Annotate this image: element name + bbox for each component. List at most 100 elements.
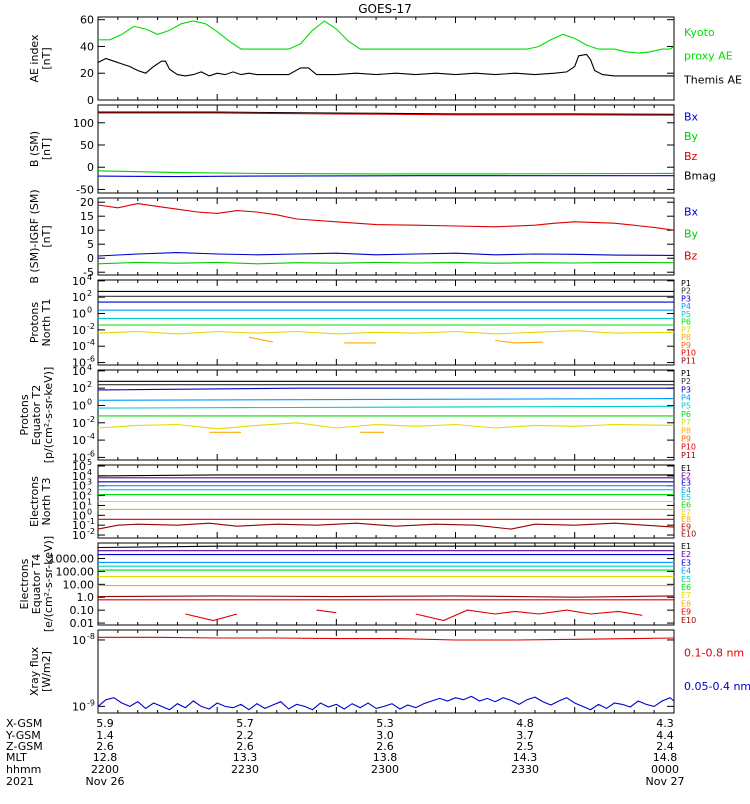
legend-entry: P6	[681, 410, 691, 419]
ephemeris-value: 13.3	[233, 751, 258, 764]
y-axis-label: [W/m2]	[40, 651, 53, 692]
legend-entry: P5	[681, 310, 691, 319]
legend-entry: P3	[681, 294, 691, 303]
series-line	[415, 609, 643, 622]
ephemeris-row-label: 2021	[6, 775, 34, 788]
y-tick-label: 10	[72, 324, 86, 337]
legend-entry: P8	[681, 426, 691, 435]
panel-bsm: -50 0 50 100 B (SM) [nT] Bx By Bz Bmag	[28, 104, 716, 196]
y-tick-label: 10	[72, 480, 86, 493]
series-line	[97, 522, 675, 530]
legend-entry: P9	[681, 434, 691, 443]
legend-entry: P10	[681, 349, 696, 358]
legend-entry: Bx	[684, 206, 699, 219]
y-tick-exponent: 4	[87, 273, 92, 282]
y-tick-exponent: 0	[87, 397, 92, 406]
ephemeris-value: 1.4	[96, 729, 114, 742]
y-tick-exponent: -6	[87, 355, 95, 364]
series-line	[316, 609, 337, 614]
legend-entry: P7	[681, 325, 691, 334]
legend-entry: E1	[681, 542, 691, 551]
legend-entry: E2	[681, 471, 691, 480]
legend-entry: P11	[681, 451, 696, 460]
y-axis-label: Protons	[28, 302, 41, 343]
y-tick-label: 10	[72, 519, 86, 532]
y-tick-label: 10	[72, 340, 86, 353]
y-tick-label: 10	[72, 365, 86, 378]
legend-entry: P5	[681, 402, 691, 411]
legend-entry: E6	[681, 583, 691, 592]
legend-entry: E1	[681, 464, 691, 473]
ephemeris-value: 3.0	[376, 729, 394, 742]
legend-entry: proxy AE	[684, 50, 733, 63]
legend-entry: P2	[681, 287, 691, 296]
ephemeris-value: 5.7	[236, 717, 254, 730]
ephemeris-value: 2.6	[96, 740, 114, 753]
y-tick-label: 10	[72, 451, 86, 464]
y-tick-exponent: -2	[87, 322, 95, 331]
y-tick-exponent: 4	[87, 363, 92, 372]
series-line	[97, 252, 675, 257]
y-axis-label: B (SM)-IGRF (SM)	[28, 189, 41, 283]
legend-entry: E8	[681, 515, 691, 524]
y-axis-label: AE index	[28, 34, 41, 83]
y-tick-label: 10	[72, 509, 86, 522]
y-tick-label: 10	[72, 499, 86, 512]
panel-frame	[97, 369, 675, 461]
legend-entry: P9	[681, 341, 691, 350]
y-tick-label: 10	[72, 291, 86, 304]
legend-entry: P4	[681, 302, 691, 311]
y-tick-label: 5	[87, 238, 94, 251]
y-tick-label: 10	[72, 399, 86, 412]
y-tick-label: 10	[72, 434, 86, 447]
panel-frame	[97, 104, 675, 194]
series-line	[97, 422, 675, 430]
legend-entry: E3	[681, 479, 691, 488]
y-tick-label: 10	[72, 382, 86, 395]
series-line	[97, 595, 675, 598]
y-tick-exponent: -4	[87, 432, 95, 441]
ephemeris-value: 2.4	[656, 740, 674, 753]
y-tick-label: 10	[72, 308, 86, 321]
legend-entry: P1	[681, 369, 691, 378]
panel-frame	[97, 197, 675, 276]
legend-entry: E4	[681, 567, 691, 576]
ephemeris-value: 14.8	[653, 751, 678, 764]
ephemeris-row-label: Z-GSM	[6, 740, 43, 753]
ephemeris-value: 2.6	[236, 740, 254, 753]
y-tick-label: 0	[87, 161, 94, 174]
y-tick-label: 40	[80, 40, 94, 53]
y-tick-exponent: 3	[87, 478, 92, 487]
legend-entry: E7	[681, 591, 691, 600]
legend-entry: Themis AE	[683, 73, 742, 86]
y-tick-label: 10	[72, 470, 86, 483]
y-tick-label: 10	[72, 634, 86, 647]
y-tick-label: 0	[87, 252, 94, 265]
y-tick-label: 20	[80, 196, 94, 209]
y-tick-exponent: -1	[87, 517, 95, 526]
y-tick-label: 100	[73, 117, 94, 130]
y-axis-label: [nT]	[40, 138, 53, 160]
y-tick-exponent: -2	[87, 527, 95, 536]
legend-entry: By	[684, 130, 699, 143]
legend-entry: P10	[681, 443, 696, 452]
legend-entry: E7	[681, 508, 691, 517]
y-tick-exponent: -9	[87, 698, 95, 707]
series-line	[98, 111, 675, 115]
y-tick-exponent: 2	[87, 488, 92, 497]
ephemeris-row-label: Y-GSM	[5, 729, 41, 742]
legend-entry: E9	[681, 522, 691, 531]
y-tick-exponent: -4	[87, 338, 95, 347]
legend-entry: P4	[681, 394, 691, 403]
y-axis-label: Protons	[18, 394, 31, 435]
y-tick-label: 20	[80, 67, 94, 80]
y-tick-label: 10	[72, 417, 86, 430]
y-tick-exponent: 5	[87, 458, 92, 467]
legend-entry: Bx	[684, 111, 699, 124]
series-line	[97, 545, 674, 549]
legend-entry: P3	[681, 385, 691, 394]
y-axis-label: [nT]	[40, 47, 53, 69]
ephemeris-value: 4.4	[656, 729, 674, 742]
